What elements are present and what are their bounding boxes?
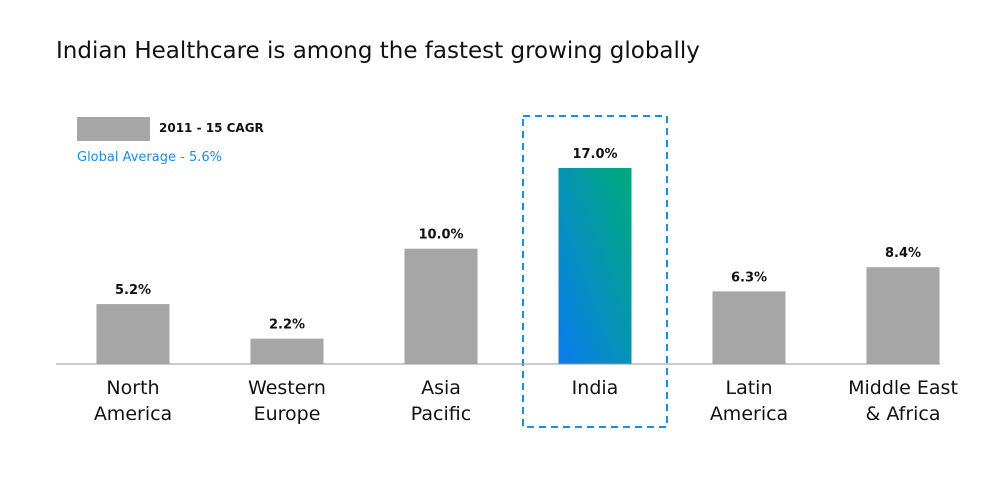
bar [250,338,324,364]
category-label: Asia [421,377,461,399]
data-label: 10.0% [418,228,463,243]
legend-swatch [77,117,150,141]
data-label: 8.4% [885,246,921,261]
bar [712,291,786,364]
category-label: & Africa [865,403,940,425]
category-label: North [106,377,159,399]
bar [404,248,478,364]
legend-label: 2011 - 15 CAGR [159,121,264,135]
data-label: 5.2% [115,283,151,298]
data-label: 6.3% [731,270,767,285]
global-average-note: Global Average - 5.6% [77,150,222,165]
bar [558,168,632,364]
category-label: Middle East [848,377,958,399]
data-label: 2.2% [269,318,305,333]
data-label: 17.0% [572,147,617,162]
category-label: India [572,377,619,399]
chart-title: Indian Healthcare is among the fastest g… [56,38,700,64]
bars-layer: 5.2% North America 2.2% Western Europe 10.0% As… [56,115,958,428]
highlight-box [522,115,668,428]
category-label: Western [248,377,326,399]
bar [96,304,170,364]
category-label: Pacific [411,403,471,425]
category-label: America [710,403,788,425]
category-label: Europe [254,403,321,425]
category-label: Latin [726,377,773,399]
bar [866,267,940,364]
category-label: America [94,403,172,425]
